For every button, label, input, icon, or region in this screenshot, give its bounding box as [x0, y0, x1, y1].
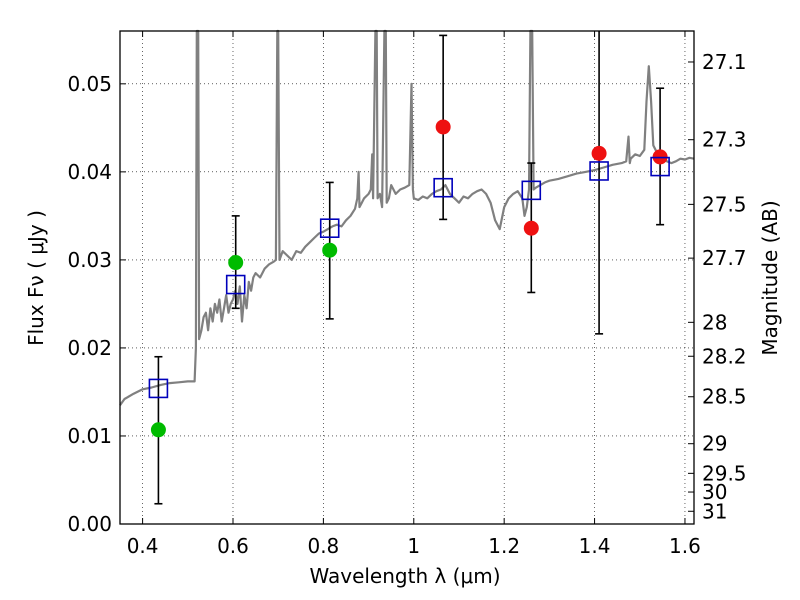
observed-point	[322, 242, 338, 258]
y-tick-label: 0.03	[67, 248, 112, 272]
model-band-square	[433, 177, 453, 198]
model-band-square	[589, 161, 609, 181]
y-tick-labels: 0.00 0.01 0.02 0.03 0.04 0.05	[67, 72, 112, 536]
model-band-square	[521, 180, 542, 201]
observed-point	[150, 422, 166, 438]
x-tick-label: 0.4	[127, 534, 159, 558]
mag-tick-label: 27.1	[702, 50, 747, 74]
mag-tick-label: 29.5	[702, 461, 747, 485]
model-band-square	[225, 274, 246, 295]
observed-point	[228, 255, 244, 271]
y-tick-label: 0.00	[67, 512, 112, 536]
axis-ticks	[120, 31, 694, 525]
mag-tick-label: 30	[702, 480, 727, 504]
mag-tick-label: 27.7	[702, 246, 747, 270]
mag-tick-label: 28	[702, 310, 727, 334]
observed-points	[150, 119, 668, 438]
model-band-squares	[148, 156, 670, 399]
model-band-square	[319, 218, 340, 238]
y-tick-label: 0.05	[67, 72, 112, 96]
plot-background	[120, 31, 694, 524]
y-tick-label: 0.02	[67, 336, 112, 360]
y-axis-label: Flux Fν ( μJy )	[24, 210, 48, 346]
plot-frame	[119, 30, 695, 525]
x-tick-label: 0.6	[217, 534, 249, 558]
mag-tick-label: 27.5	[702, 192, 747, 216]
x-tick-label: 1.2	[488, 534, 520, 558]
x-tick-label: 1	[407, 534, 420, 558]
y2-axis-label: Magnitude (AB)	[758, 200, 782, 355]
x-tick-label: 1.4	[579, 534, 611, 558]
model-band-square	[650, 156, 670, 177]
observed-point	[523, 220, 539, 236]
model-band-square	[148, 378, 169, 399]
mag-tick-label: 28.5	[702, 385, 747, 409]
y-tick-label: 0.04	[67, 160, 112, 184]
x-tick-label: 0.8	[307, 534, 339, 558]
mag-tick-label: 28.2	[702, 344, 747, 368]
x-axis-label: Wavelength λ (μm)	[309, 564, 500, 588]
x-tick-labels: 0.4 0.6 0.8 1 1.2 1.4 1.6	[127, 534, 701, 558]
model-spectrum-line	[119, 29, 695, 406]
model-spectrum-path	[119, 29, 695, 406]
mag-tick-label: 29	[702, 432, 727, 456]
observed-point	[435, 119, 451, 135]
y-tick-label: 0.01	[67, 424, 112, 448]
x-tick-label: 1.6	[669, 534, 701, 558]
mag-tick-label: 27.3	[702, 128, 747, 152]
observed-point	[591, 145, 607, 161]
mag-tick-label: 31	[702, 499, 727, 523]
